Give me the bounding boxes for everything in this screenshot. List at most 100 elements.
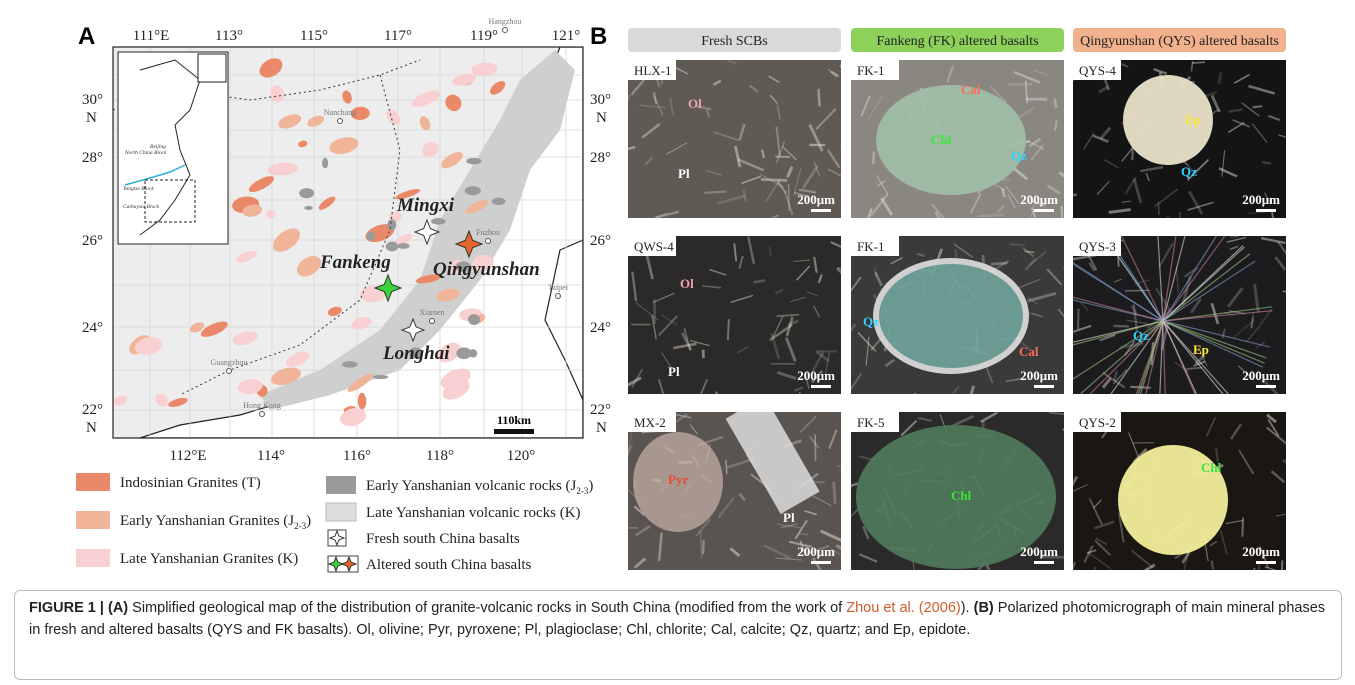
crystal bbox=[1282, 560, 1283, 570]
city-dot bbox=[503, 28, 508, 33]
scale-bar bbox=[1256, 385, 1276, 388]
legend-label: Late Yanshanian Granites (K) bbox=[120, 551, 298, 567]
mineral-label: Pl bbox=[668, 364, 680, 379]
city-label: Hangzhou bbox=[489, 17, 522, 26]
crystal bbox=[1069, 461, 1073, 471]
crystal bbox=[819, 89, 820, 107]
scale-bar bbox=[494, 429, 534, 434]
mineral-label: Cal bbox=[961, 82, 981, 97]
caption: FIGURE 1 | (A) Simplified geological map… bbox=[14, 590, 1342, 680]
lat-tick-label: 26° bbox=[590, 233, 611, 249]
mineral-label: Pl bbox=[783, 510, 795, 525]
lat-tick-label: 30° bbox=[82, 92, 103, 108]
crystal bbox=[1055, 120, 1057, 130]
site-label: Longhai bbox=[382, 343, 450, 364]
crystal bbox=[704, 192, 726, 193]
bottom-tick-label: 120° bbox=[507, 448, 536, 464]
photomicrograph: QYS-2Chl200μm bbox=[1066, 412, 1303, 587]
legend-tail: ) bbox=[306, 513, 311, 529]
legend-text: Early Yanshanian Granites (J bbox=[120, 513, 294, 529]
legend-label: Altered south China basalts bbox=[366, 557, 532, 573]
hemisphere: N bbox=[86, 110, 97, 126]
legend-text: Altered south China basalts bbox=[366, 557, 532, 573]
sample-label: QYS-2 bbox=[1079, 415, 1116, 430]
hemisphere: N bbox=[596, 420, 607, 436]
crystal bbox=[1078, 309, 1079, 329]
panel-label: B bbox=[590, 23, 607, 50]
mineral-label: Chl bbox=[1201, 460, 1222, 475]
scale-bar bbox=[811, 561, 831, 564]
inset-label: North China Block bbox=[124, 150, 167, 156]
volcanic-patch bbox=[465, 186, 481, 195]
scale-label: 200μm bbox=[797, 192, 835, 207]
lat-tick-label: 24° bbox=[590, 320, 611, 336]
volcanic-patch bbox=[304, 206, 312, 210]
city-dot bbox=[556, 294, 561, 299]
crystal bbox=[1230, 236, 1239, 237]
sample-label: FK-5 bbox=[857, 415, 884, 430]
volcanic-patch bbox=[492, 198, 506, 205]
mineral-label: Chl bbox=[951, 488, 972, 503]
crystal bbox=[754, 280, 765, 282]
city-label: Taipei bbox=[548, 283, 569, 292]
crystal bbox=[1192, 62, 1205, 63]
caption-part[interactable]: Zhou et al. (2006) bbox=[846, 600, 960, 616]
photomicrograph: QYS-4EpQz200μm bbox=[1048, 60, 1297, 229]
sample-label: MX-2 bbox=[634, 415, 666, 430]
page: { "panel_a": { "label": "A", "top_ticks"… bbox=[0, 0, 1355, 685]
inset-label: Yangtze Block bbox=[123, 186, 154, 192]
city-label: Xiamen bbox=[419, 308, 444, 317]
city-label: Hong Kong bbox=[243, 401, 281, 410]
scale-label: 200μm bbox=[797, 544, 835, 559]
volcanic-patch bbox=[367, 232, 375, 241]
crystal bbox=[728, 319, 729, 340]
crystal bbox=[762, 150, 764, 158]
sample-label: HLX-1 bbox=[634, 63, 672, 78]
legend-text: Fresh south China basalts bbox=[366, 531, 520, 547]
mineral-label: Qz bbox=[1133, 328, 1149, 343]
crystal bbox=[1055, 99, 1057, 109]
photomicrograph: QYS-3QzEp200μm bbox=[1056, 211, 1309, 431]
mineral-label: Chl bbox=[931, 132, 952, 147]
volcanic-patch bbox=[398, 243, 410, 249]
caption-part: (A) bbox=[108, 600, 128, 616]
crystal bbox=[1253, 106, 1263, 107]
scale-bar bbox=[1034, 209, 1054, 212]
legend-text: Late Yanshanian Granites (K) bbox=[120, 551, 298, 567]
caption-part: FIGURE 1 | bbox=[29, 600, 108, 616]
city-dot bbox=[227, 369, 232, 374]
scale-bar bbox=[811, 385, 831, 388]
crystal bbox=[1159, 216, 1168, 229]
crystal bbox=[1283, 291, 1309, 292]
city-dot bbox=[430, 319, 435, 324]
photomicrograph: FK-5Chl200μm bbox=[837, 412, 1083, 582]
sample-label: QWS-4 bbox=[634, 239, 674, 254]
legend-label: Indosinian Granites (T) bbox=[120, 475, 261, 491]
site-label: Mingxi bbox=[396, 195, 455, 216]
scale-label: 200μm bbox=[1020, 368, 1058, 383]
mineral-label: Qz bbox=[1181, 164, 1197, 179]
panel-label: A bbox=[78, 23, 95, 50]
bottom-tick-label: 118° bbox=[426, 448, 454, 464]
crystal bbox=[703, 540, 704, 554]
legend-swatch bbox=[326, 476, 356, 494]
legend-swatch bbox=[76, 549, 110, 567]
city-dot bbox=[486, 239, 491, 244]
scale-label: 200μm bbox=[1020, 192, 1058, 207]
mineral-label: Qz bbox=[863, 314, 879, 329]
mineral-label: Cal bbox=[1019, 344, 1039, 359]
volcanic-patch bbox=[322, 158, 328, 169]
chlorite bbox=[876, 261, 1026, 371]
sample-label: QYS-3 bbox=[1079, 239, 1116, 254]
photomicrograph: MX-2PyrPl200μm bbox=[608, 396, 861, 577]
lat-tick-label: 24° bbox=[82, 320, 103, 336]
scale-bar bbox=[1034, 385, 1054, 388]
crystal bbox=[834, 482, 835, 504]
top-tick-label: 111°E bbox=[133, 28, 170, 44]
crystal bbox=[914, 393, 930, 406]
mineral-label: Pl bbox=[678, 166, 690, 181]
crystal bbox=[978, 215, 1004, 216]
